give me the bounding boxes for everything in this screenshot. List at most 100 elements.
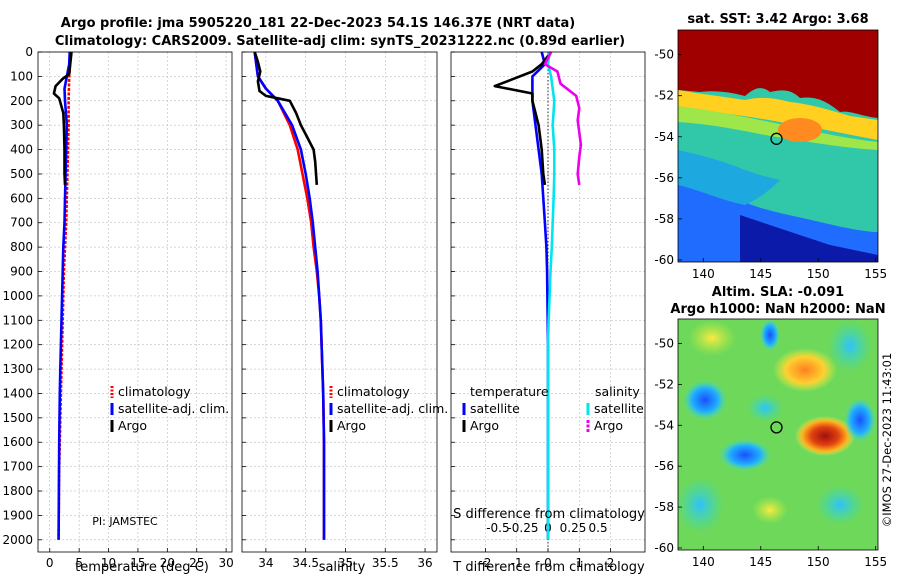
difference-xlabel: T difference from climatology	[452, 560, 645, 575]
sst-cold-region	[678, 170, 878, 262]
salinity-series-climatology	[253, 51, 326, 540]
map-y-tick-label: -56	[654, 171, 674, 185]
map-y-tick-label: -52	[654, 89, 674, 103]
x-tick-label: 35.5	[372, 556, 399, 570]
legend-title-temperature: temperature	[470, 384, 549, 399]
x-tick-label: 25	[189, 556, 204, 570]
depth-tick-label: 400	[10, 143, 33, 157]
sla-low-east	[844, 398, 876, 442]
sst-warm-region	[678, 30, 878, 118]
x-tick-label: 1	[575, 556, 583, 570]
legend-label-climatology: climatology	[337, 384, 410, 399]
legend-label-argo: Argo	[118, 418, 147, 433]
x-tick-label: 35	[338, 556, 353, 570]
temperature-legend: climatology satellite-adj. clim. Argo	[110, 384, 229, 433]
map-y-tick-label: -50	[654, 48, 674, 62]
depth-tick-label: 1000	[2, 289, 33, 303]
x-tick-label: 34	[258, 556, 273, 570]
map-x-tick-label: 140	[692, 555, 715, 569]
sst-front-green	[678, 106, 878, 150]
x-tick-label: 20	[160, 556, 175, 570]
x-tick-label: 2	[607, 556, 615, 570]
depth-tick-label: 1400	[2, 386, 33, 400]
sst-argo-marker	[770, 132, 783, 145]
map-y-tick-label: -52	[654, 377, 674, 391]
depth-tick-label: 1200	[2, 338, 33, 352]
depth-tick-label: 0	[25, 45, 33, 59]
sla-map-title-line1: Altim. SLA: -0.091	[712, 285, 844, 300]
depth-tick-label: 800	[10, 240, 33, 254]
s-difference-label: S difference from climatology	[453, 507, 645, 522]
salinity-legend: climatology satellite-adj. clim. Argo	[329, 384, 448, 433]
legend-label-t-argo: Argo	[470, 418, 499, 433]
depth-tick-label: 1900	[2, 508, 33, 522]
legend-label-satellite-adj: satellite-adj. clim.	[337, 401, 448, 416]
sst-map-axes: 140 145 150 155 -50 -52 -54 -56 -58 -60	[654, 48, 887, 281]
legend-title-salinity: salinity	[595, 384, 640, 399]
depth-tick-label: 700	[10, 216, 33, 230]
depth-tick-label: 100	[10, 69, 33, 83]
sst-map-frame	[677, 29, 879, 263]
map-x-tick-label: 140	[692, 267, 715, 281]
map-y-tick-label: -58	[654, 212, 674, 226]
sla-argo-marker	[770, 421, 783, 434]
panel-frame	[450, 51, 646, 553]
legend-label-s-argo: Argo	[594, 418, 623, 433]
sla-map-frame	[677, 318, 879, 551]
map-y-tick-label: -56	[654, 459, 674, 473]
temperature-series-satellite-adj-clim-	[57, 51, 71, 540]
x-tick-label: 34.5	[292, 556, 319, 570]
x-tick-label: 10	[101, 556, 116, 570]
sst-cool-tongue	[678, 150, 780, 205]
legend-label-satellite-adj: satellite-adj. clim.	[118, 401, 229, 416]
depth-tick-label: 1600	[2, 435, 33, 449]
x-tick-label: 36	[417, 556, 432, 570]
sla-low-north	[760, 319, 780, 351]
figure-title-line2: Climatology: CARS2009. Satellite-adj cli…	[55, 34, 625, 49]
map-y-tick-label: -54	[654, 130, 674, 144]
x-tick-label: -1	[511, 556, 523, 570]
depth-tick-label: 1800	[2, 484, 33, 498]
depth-tick-label: 1700	[2, 460, 33, 474]
legend-label-t-satellite: satellite	[470, 401, 520, 416]
depth-tick-label: 200	[10, 94, 33, 108]
map-y-tick-label: -58	[654, 500, 674, 514]
difference-series-t-argo	[493, 51, 553, 186]
sla-low-south	[719, 439, 771, 471]
salinity-xlabel: salinity	[319, 560, 366, 575]
sst-front-yellow	[678, 90, 878, 140]
difference-panel: -2 -1 0 1 2-0.5-0.25 0 0.25 0.5	[450, 51, 646, 570]
map-y-tick-label: -60	[654, 541, 674, 555]
map-x-tick-label: 145	[749, 555, 772, 569]
map-x-tick-label: 150	[807, 267, 830, 281]
s-tick-label: 0.25	[560, 521, 587, 535]
depth-tick-label: 1300	[2, 362, 33, 376]
s-tick-label: -0.5	[486, 521, 509, 535]
figure-title-line1: Argo profile: jma 5905220_181 22-Dec-202…	[61, 16, 575, 31]
legend-label-climatology: climatology	[118, 384, 191, 399]
s-tick-label: 0.5	[589, 521, 608, 535]
depth-axis: 0 100 200 300 400 500 600 700 800 900 1000 1100 1200…	[2, 45, 33, 547]
x-tick-label: 30	[218, 556, 233, 570]
temperature-series-argo	[52, 51, 73, 185]
sla-low-mid	[747, 394, 783, 422]
depth-tick-label: 600	[10, 191, 33, 205]
salinity-series-satellite-adj-clim-	[253, 51, 326, 540]
sst-coldest-region	[740, 215, 878, 262]
map-x-tick-label: 155	[864, 555, 887, 569]
x-tick-label: 0	[46, 556, 54, 570]
sla-yellow-patch	[688, 320, 736, 356]
sla-map	[677, 318, 879, 551]
panel-frame	[37, 51, 233, 553]
salinity-panel: 34 34.5 35 35.5 36	[241, 51, 438, 570]
sla-map-title-line2: Argo h1000: NaN h2000: NaN	[670, 302, 885, 317]
pi-label: PI: JAMSTEC	[92, 515, 158, 528]
depth-tick-label: 1500	[2, 411, 33, 425]
map-y-tick-label: -54	[654, 418, 674, 432]
legend-label-s-satellite: satellite	[594, 401, 644, 416]
x-tick-label: -2	[479, 556, 491, 570]
depth-tick-label: 900	[10, 265, 33, 279]
sla-map-axes: 140 145 150 155 -50 -52 -54 -56 -58 -60	[654, 337, 887, 569]
sla-yellow-south	[752, 496, 788, 524]
